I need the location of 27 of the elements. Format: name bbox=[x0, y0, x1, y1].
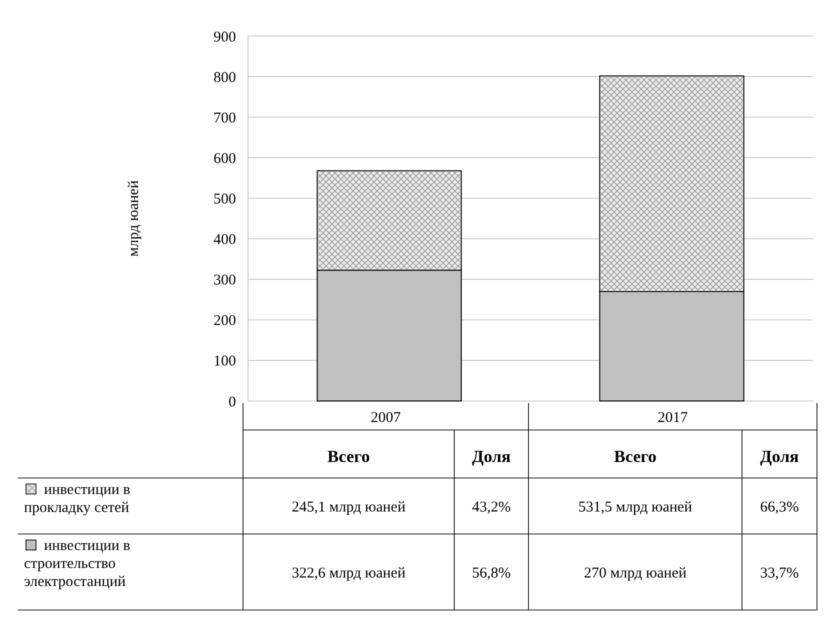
y-tick-label: 0 bbox=[228, 394, 236, 410]
data-label: 322,6 млрд юаней bbox=[292, 565, 406, 582]
y-tick-label: 600 bbox=[214, 150, 236, 167]
y-tick-label: 800 bbox=[214, 70, 236, 86]
x-tick-label: 2017 bbox=[658, 410, 688, 426]
text: 66,3% bbox=[760, 499, 799, 516]
legend-label: инвестиции в строительство электростанций bbox=[24, 538, 130, 590]
text: 56,8% bbox=[472, 565, 511, 582]
legend-label: инвестиции в прокладку сетей bbox=[24, 482, 130, 516]
data-label: 270 млрд юаней bbox=[584, 565, 686, 582]
text: Доля bbox=[472, 446, 511, 466]
data-label: 245,1 млрд юаней bbox=[292, 499, 406, 516]
text: 43,2% bbox=[472, 499, 511, 516]
y-tick-label: 300 bbox=[214, 272, 236, 289]
data-label: 531,5 млрд юаней bbox=[578, 499, 692, 516]
text: Всего bbox=[614, 446, 656, 466]
y-tick-label: 200 bbox=[214, 313, 236, 330]
y-tick-label: 500 bbox=[214, 191, 236, 208]
x-tick-label: 2007 bbox=[370, 410, 402, 426]
text: Всего bbox=[327, 446, 370, 466]
y-axis-title: млрд юаней bbox=[126, 180, 142, 257]
y-tick-label: 900 bbox=[214, 29, 236, 46]
text: Доля bbox=[760, 446, 799, 466]
y-tick-label: 700 bbox=[214, 110, 236, 126]
y-tick-label: 400 bbox=[214, 232, 236, 248]
y-tick-label: 100 bbox=[214, 354, 236, 370]
text: 33,7% bbox=[760, 565, 799, 582]
